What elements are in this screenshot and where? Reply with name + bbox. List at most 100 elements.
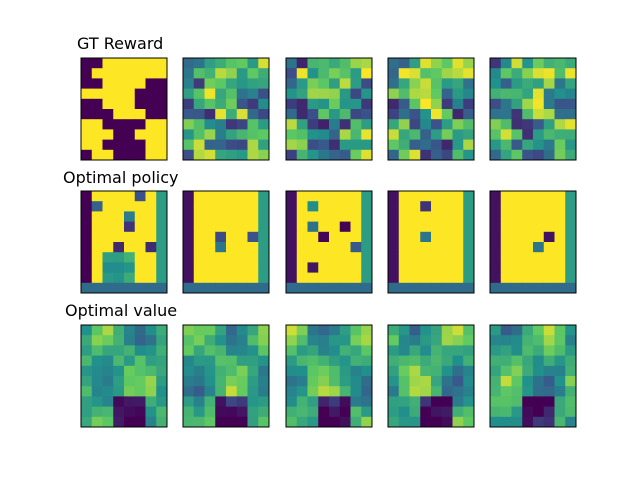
heatmap-cell [398, 406, 410, 418]
heatmap-cell [318, 416, 330, 428]
heatmap-cell [388, 396, 400, 407]
heatmap-cell [420, 149, 432, 161]
heatmap-panel-frame [489, 57, 577, 161]
heatmap-cell [307, 325, 319, 336]
heatmap-cell [543, 191, 555, 202]
heatmap-cell [236, 335, 248, 346]
heatmap-cell [258, 109, 270, 120]
heatmap-cell [431, 355, 443, 367]
heatmap-cell [81, 129, 93, 140]
heatmap-cell [102, 129, 114, 140]
heatmap-cell [183, 191, 195, 202]
heatmap-cell [296, 231, 308, 243]
heatmap-cell [102, 272, 114, 284]
heatmap-cell [226, 345, 238, 356]
heatmap-cell [307, 88, 319, 100]
heatmap-cell [441, 119, 453, 130]
heatmap-cell [398, 231, 410, 243]
heatmap-cell [286, 191, 298, 202]
heatmap-cell [296, 335, 308, 346]
heatmap-cell [388, 252, 400, 263]
heatmap-cell [286, 149, 298, 161]
heatmap-cell [296, 129, 308, 140]
heatmap-cell [441, 335, 453, 346]
heatmap-cell [258, 201, 270, 212]
heatmap-cell [183, 149, 195, 161]
heatmap-cell [226, 231, 238, 243]
heatmap-cell [81, 355, 93, 367]
heatmap-cell [156, 355, 168, 367]
heatmap-cell [554, 365, 566, 377]
heatmap-cell [500, 355, 512, 367]
heatmap-cell [511, 282, 523, 294]
heatmap-cell [183, 376, 195, 387]
heatmap-cell [490, 365, 502, 377]
heatmap-cell [409, 211, 421, 222]
heatmap-cell [113, 335, 125, 346]
heatmap-cell [91, 119, 103, 130]
heatmap-cell [286, 325, 298, 336]
heatmap-cell [145, 221, 157, 233]
heatmap-cell [511, 58, 523, 69]
heatmap-cell [204, 365, 216, 377]
heatmap-cell [91, 58, 103, 69]
heatmap-cell [543, 406, 555, 418]
heatmap-panel-frame [489, 324, 577, 428]
heatmap-cell [124, 345, 136, 356]
heatmap-cell [183, 262, 195, 273]
heatmap-cell [500, 396, 512, 407]
heatmap-cell [296, 211, 308, 222]
heatmap-cell [350, 68, 362, 79]
heatmap-cell [463, 345, 475, 356]
heatmap-cell [565, 119, 577, 130]
heatmap-cell [134, 416, 146, 428]
heatmap-cell [339, 355, 351, 367]
heatmap-cell [452, 272, 464, 284]
heatmap-panel-frame [285, 190, 373, 294]
heatmap-cell [307, 365, 319, 377]
heatmap-cell [511, 221, 523, 233]
heatmap-cell [307, 335, 319, 346]
heatmap-cell [183, 129, 195, 140]
heatmap-cell [156, 252, 168, 263]
heatmap-cell [247, 98, 259, 110]
heatmap-cell [204, 242, 216, 253]
heatmap-cell [361, 129, 373, 140]
heatmap-cell [318, 325, 330, 336]
heatmap-cell [145, 325, 157, 336]
heatmap-cell [145, 211, 157, 222]
heatmap-panel-frame [285, 57, 373, 161]
heatmap-cell [398, 129, 410, 140]
heatmap-cell [431, 191, 443, 202]
heatmap-cell [452, 58, 464, 69]
heatmap-cell [145, 88, 157, 100]
heatmap-cell [247, 282, 259, 294]
heatmap-cell [236, 396, 248, 407]
heatmap-cell [533, 242, 545, 253]
heatmap-cell [511, 119, 523, 130]
heatmap-cell [350, 406, 362, 418]
heatmap-cell [307, 119, 319, 130]
heatmap-cell [183, 386, 195, 397]
heatmap-cell [183, 58, 195, 69]
heatmap-cell [286, 406, 298, 418]
heatmap-cell [204, 345, 216, 356]
heatmap-cell [226, 325, 238, 336]
heatmap-cell [247, 211, 259, 222]
heatmap-cell [409, 386, 421, 397]
heatmap-cell [431, 129, 443, 140]
heatmap-cell [361, 78, 373, 89]
heatmap-cell [420, 221, 432, 233]
heatmap-cell [258, 345, 270, 356]
heatmap-cell [134, 68, 146, 79]
heatmap-cell [463, 98, 475, 110]
heatmap-cell [463, 129, 475, 140]
heatmap-cell [431, 139, 443, 151]
heatmap-cell [388, 109, 400, 120]
heatmap-cell [431, 272, 443, 284]
heatmap-cell [398, 335, 410, 346]
heatmap-cell [156, 335, 168, 346]
heatmap-cell [452, 335, 464, 346]
heatmap-cell [193, 58, 205, 69]
heatmap-cell [554, 282, 566, 294]
